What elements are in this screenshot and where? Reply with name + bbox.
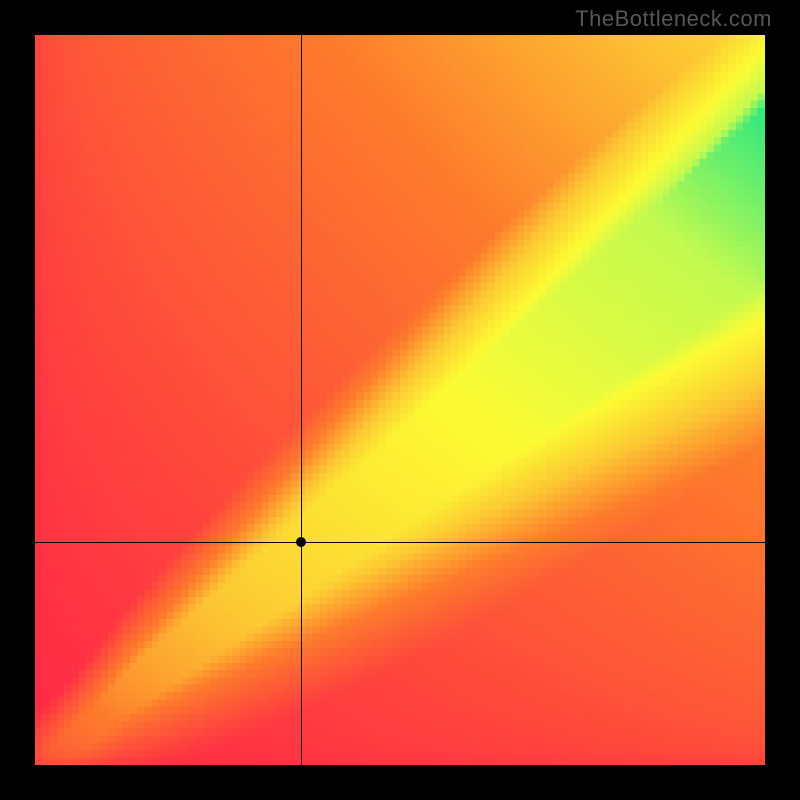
heatmap-plot [35,35,765,765]
watermark-text: TheBottleneck.com [575,6,772,32]
crosshair-vertical [301,35,302,765]
crosshair-horizontal [35,542,765,543]
crosshair-marker [296,537,306,547]
heatmap-canvas [35,35,765,765]
